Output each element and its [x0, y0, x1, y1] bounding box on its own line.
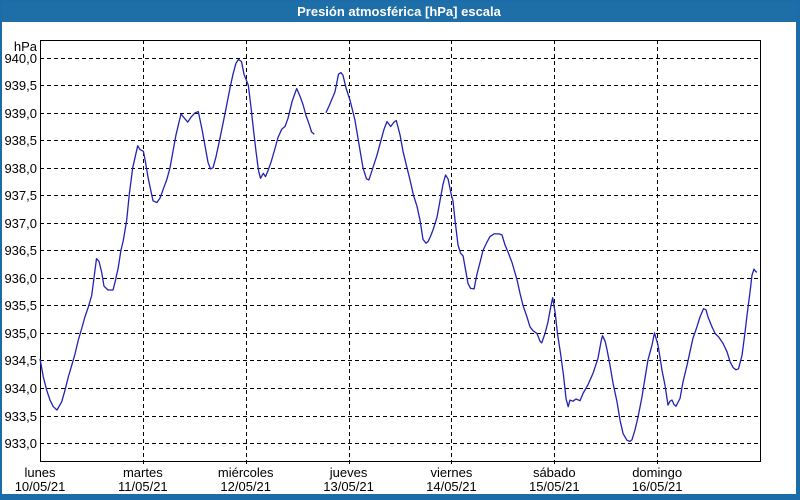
y-tick-label: 933,5: [4, 408, 37, 424]
y-tick-label: 938,0: [4, 160, 37, 176]
x-date-label: 10/05/21: [14, 479, 66, 494]
y-axis-unit: hPa: [13, 39, 37, 54]
y-tick-label: 935,0: [4, 325, 37, 341]
x-weekday-label: martes: [122, 465, 163, 480]
x-weekday-label: viernes: [430, 465, 473, 480]
y-tick-label: 940,0: [4, 50, 37, 66]
y-tick-label: 937,0: [4, 215, 37, 231]
y-tick-label: 937,5: [4, 188, 37, 204]
x-weekday-label: jueves: [329, 465, 368, 480]
y-tick-label: 939,5: [4, 78, 37, 94]
x-date-label: 16/05/21: [631, 479, 683, 494]
x-weekday-label: domingo: [632, 465, 683, 480]
x-date-label: 15/05/21: [528, 479, 580, 494]
y-tick-label: 935,5: [4, 298, 37, 314]
y-tick-label: 939,0: [4, 105, 37, 121]
x-weekday-label: sábado: [532, 465, 576, 480]
y-tick-label: 934,5: [4, 353, 37, 369]
window-title: Presión atmosférica [hPa] escala: [297, 4, 501, 19]
y-tick-label: 936,5: [4, 243, 37, 259]
pressure-line-segment: [39, 58, 315, 411]
x-date-label: 13/05/21: [323, 479, 374, 494]
x-date-label: 11/05/21: [118, 479, 168, 494]
y-tick-label: 933,0: [4, 436, 37, 452]
x-weekday-label: miércoles: [217, 465, 274, 480]
window-titlebar: Presión atmosférica [hPa] escala: [2, 2, 796, 22]
y-tick-label: 936,0: [4, 270, 37, 286]
pressure-line-segment: [325, 71, 758, 443]
y-tick-label: 934,0: [4, 381, 37, 396]
x-date-label: 12/05/21: [220, 479, 272, 494]
plot-border: [40, 40, 761, 462]
y-tick-label: 938,5: [4, 133, 37, 149]
x-date-label: 14/05/21: [426, 479, 477, 494]
x-weekday-label: lunes: [24, 465, 56, 480]
